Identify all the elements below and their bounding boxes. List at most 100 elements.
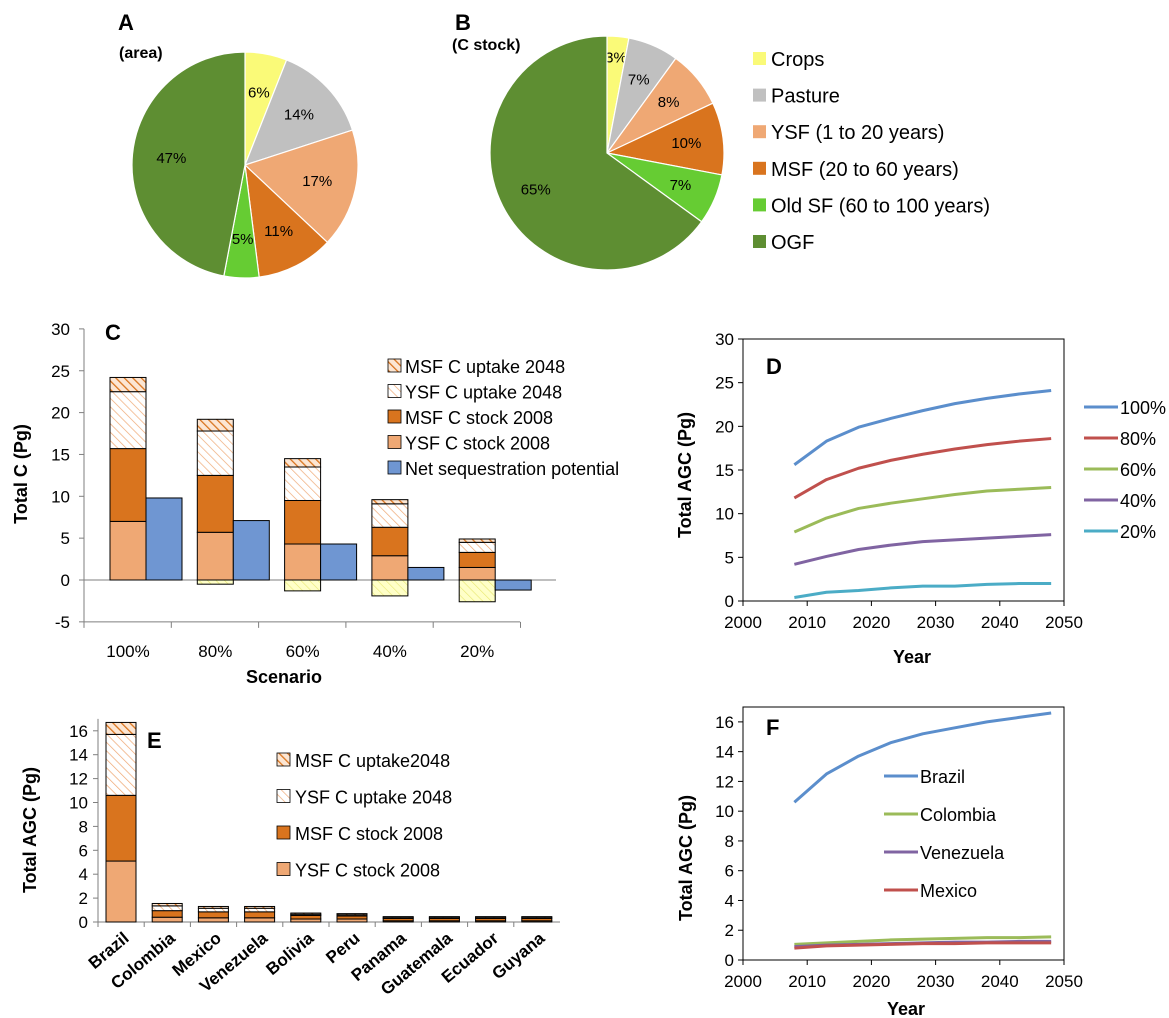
msf-stock-bar [371,526,409,557]
x-tick-label: 40% [373,642,407,661]
ysf-stock-bar [105,860,137,923]
msf-stock-bar [109,448,147,522]
y-tick-label: 16 [69,722,88,741]
ysf-uptake-bar [197,907,229,913]
ysf-stock-bar [284,543,322,581]
y-tick-label: 2 [79,889,88,908]
panel-f-title: F [766,715,779,740]
y-tick-label: 0 [725,951,734,970]
y-tick-label: 14 [715,743,734,762]
legend-label: Mexico [920,881,977,901]
msf-stock-bar [197,911,229,919]
legend-label: Venezuela [920,843,1005,863]
msf-uptake-bar [371,499,409,505]
pie-b: 3%7%8%10%7%65% [489,35,725,271]
legend-label: YSF C uptake 2048 [405,383,562,403]
y-tick-label: 4 [79,865,88,884]
msf-stock-bar [458,551,496,568]
pie-value-label: 10% [671,135,701,152]
y-tick-label: 15 [715,461,734,480]
ysf-uptake-bar [151,905,183,912]
pie-value-label: 65% [521,181,551,198]
net-sequestration-bar [145,497,183,581]
legend-label: MSF (20 to 60 years) [771,159,959,181]
net-sequestration-bar [232,520,270,581]
series-line-100pct [793,389,1052,466]
legend-label: Crops [771,49,824,71]
pie-value-label: 3% [605,49,627,66]
pie-slice-msf [244,163,329,278]
y-tick-label: 20 [715,417,734,436]
ysf-stock-bar [371,555,409,581]
crop-loss-bar [371,579,409,597]
pie-value-label: 8% [658,94,680,111]
panel-c-xlabel: Scenario [246,667,322,687]
legend-swatch [753,198,766,212]
msf-uptake-bar [284,458,322,468]
pie-a: 6% 14% 17% 11% 5% 47% [131,51,359,279]
x-tick-label: 20% [460,642,494,661]
msf-uptake-bar [197,905,229,909]
panel-d-xlabel: Year [893,647,931,667]
series-line-brazil [793,711,1052,804]
legend-label: MSF C stock 2008 [405,408,553,428]
msf-stock-bar [284,499,322,545]
msf-uptake-bar [196,418,234,432]
panel-f-ylabel: Total AGC (Pg) [676,795,696,921]
msf-uptake-bar [151,902,183,907]
panel-f-xlabel: Year [887,999,925,1018]
pie-value-label: 6% [248,84,270,101]
x-tick-label: 2030 [917,613,955,632]
pie-slice-ogf [131,51,246,277]
panel-e-title: E [147,728,162,753]
y-tick-label: 12 [715,772,734,791]
x-tick-label: 2050 [1045,972,1083,991]
panel-a-title: A [118,10,134,35]
ysf-uptake-bar [458,541,496,553]
x-tick-label: 2030 [917,972,955,991]
pie-legend: Crops Pasture YSF (1 to 20 years) MSF (20 t… [753,49,990,254]
x-tick-label: 2050 [1045,613,1083,632]
y-tick-label: 16 [715,713,734,732]
x-tick-label: 2020 [852,972,890,991]
msf-uptake-bar [290,912,322,915]
x-tick-label: 2000 [724,972,762,991]
series-line-80pct [793,437,1052,500]
panel-d-ylabel: Total AGC (Pg) [675,412,695,538]
ysf-stock-bar [109,520,147,581]
y-tick-label: 25 [715,374,734,393]
y-tick-label: 8 [725,832,734,851]
pie-value-label: 11% [264,223,293,240]
panel-b-title: B [455,10,471,35]
msf-stock-bar [244,911,276,919]
legend-label: YSF C stock 2008 [295,861,440,881]
x-tick-label: Guyana [488,928,548,983]
legend-swatch [387,460,402,475]
x-tick-label: 2040 [981,613,1019,632]
y-tick-label: 30 [51,320,70,339]
panel-d-title: D [766,354,782,379]
y-tick-label: -5 [55,613,70,632]
y-tick-label: 6 [79,841,88,860]
ysf-uptake-bar [105,733,137,796]
panel-b-subtitle: (C stock) [452,37,520,54]
ysf-uptake-bar [109,391,147,450]
panel-f-frame [742,706,1065,961]
chart-e: 0246810121416BrazilColombiaMexicoVenezue… [69,718,560,999]
legend-swatch [276,752,291,767]
legend-label: 60% [1120,460,1156,480]
y-tick-label: 14 [69,746,88,765]
legend-swatch [753,235,766,248]
x-tick-label: 100% [106,642,149,661]
net-sequestration-bar [407,566,445,581]
legend-label: 100% [1120,398,1166,418]
legend-label: YSF C stock 2008 [405,434,550,454]
msf-uptake-bar [382,916,414,918]
legend-swatch [753,161,766,175]
ysf-stock-bar [458,566,496,581]
legend-label: 80% [1120,429,1156,449]
legend-swatch [276,789,291,803]
legend-swatch [387,435,402,449]
msf-uptake-bar [105,721,137,735]
series-line-60pct [793,485,1052,534]
